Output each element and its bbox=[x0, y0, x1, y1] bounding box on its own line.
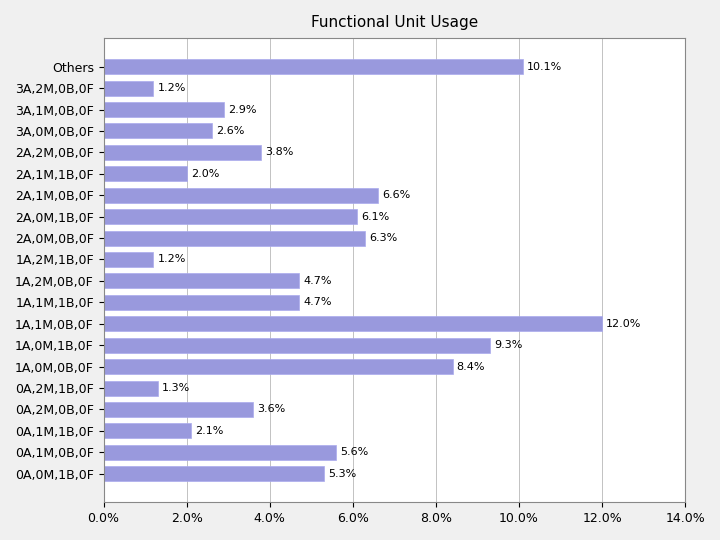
Text: 5.3%: 5.3% bbox=[328, 469, 356, 478]
Bar bbox=[104, 80, 153, 96]
Text: 12.0%: 12.0% bbox=[606, 319, 642, 329]
Bar bbox=[104, 273, 299, 288]
Bar bbox=[104, 59, 523, 74]
Bar bbox=[104, 402, 253, 417]
Bar bbox=[104, 102, 224, 117]
Text: 2.6%: 2.6% bbox=[216, 126, 244, 136]
Text: 10.1%: 10.1% bbox=[527, 62, 562, 72]
Text: 2.9%: 2.9% bbox=[228, 105, 257, 114]
Bar bbox=[104, 381, 158, 395]
Text: 6.6%: 6.6% bbox=[382, 190, 410, 200]
Text: 6.3%: 6.3% bbox=[369, 233, 397, 243]
Text: 1.3%: 1.3% bbox=[162, 383, 190, 393]
Bar bbox=[104, 188, 378, 202]
Text: 3.6%: 3.6% bbox=[257, 404, 286, 414]
Text: 2.1%: 2.1% bbox=[195, 426, 223, 436]
Bar bbox=[104, 423, 191, 438]
Bar bbox=[104, 359, 452, 374]
Bar bbox=[104, 252, 153, 267]
Bar bbox=[104, 338, 490, 353]
Text: 4.7%: 4.7% bbox=[303, 298, 331, 307]
Text: 4.7%: 4.7% bbox=[303, 276, 331, 286]
Bar bbox=[104, 445, 336, 460]
Text: 3.8%: 3.8% bbox=[266, 147, 294, 157]
Text: 1.2%: 1.2% bbox=[158, 83, 186, 93]
Bar bbox=[104, 316, 602, 331]
Bar bbox=[104, 145, 261, 160]
Bar bbox=[104, 124, 212, 138]
Text: 8.4%: 8.4% bbox=[456, 362, 485, 372]
Bar bbox=[104, 231, 365, 246]
Bar bbox=[104, 209, 357, 224]
Bar bbox=[104, 295, 299, 310]
Text: 5.6%: 5.6% bbox=[341, 447, 369, 457]
Text: 6.1%: 6.1% bbox=[361, 212, 390, 221]
Bar bbox=[104, 466, 324, 481]
Text: 9.3%: 9.3% bbox=[494, 340, 523, 350]
Title: Functional Unit Usage: Functional Unit Usage bbox=[311, 15, 478, 30]
Text: 2.0%: 2.0% bbox=[191, 169, 219, 179]
Text: 1.2%: 1.2% bbox=[158, 254, 186, 265]
Bar bbox=[104, 166, 186, 181]
